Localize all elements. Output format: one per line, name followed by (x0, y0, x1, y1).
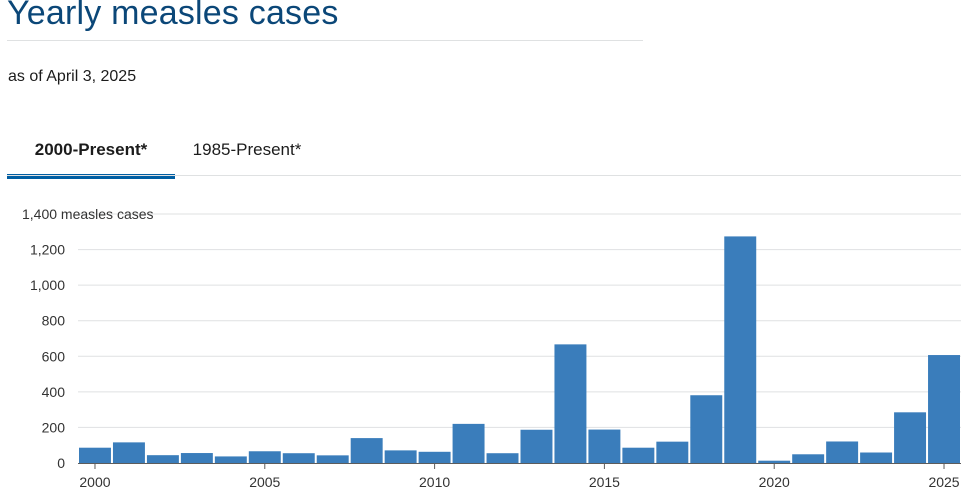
bar-2005[interactable] (248, 451, 281, 463)
measles-bar-chart: 0 200 400 600 800 1,000 1,200 1,400 measles cas… (22, 206, 961, 490)
bar-2000[interactable] (79, 447, 111, 463)
grid-lines (78, 213, 961, 428)
x-tick-label: 2000 (79, 474, 110, 490)
bar-2023[interactable] (860, 452, 893, 463)
bar-2006[interactable] (282, 453, 315, 463)
bar-2010[interactable] (418, 451, 451, 463)
y-tick-label: 0 (57, 455, 65, 471)
bar-2015[interactable] (588, 429, 621, 463)
tab-1985-present[interactable]: 1985-Present* (192, 140, 302, 159)
y-tick-label: 1,000 (30, 277, 65, 293)
bar-2004[interactable] (214, 456, 247, 463)
bar-2018[interactable] (690, 395, 723, 463)
y-tick-label: 200 (42, 419, 66, 435)
bar-2003[interactable] (180, 453, 213, 463)
tab-2000-present[interactable]: 2000-Present* (7, 128, 175, 179)
bar-2016[interactable] (622, 447, 655, 463)
x-tick-label: 2025 (928, 474, 959, 490)
x-tick-label: 2015 (589, 474, 620, 490)
x-tick-label: 2005 (249, 474, 280, 490)
tab-bar: 2000-Present* 1985-Present* (7, 128, 961, 179)
page-title: Yearly measles cases (7, 0, 339, 32)
bar-2011[interactable] (452, 423, 485, 463)
bar-2001[interactable] (112, 442, 145, 463)
bar-2009[interactable] (384, 450, 417, 463)
tab-bar-divider (7, 175, 961, 176)
bars (79, 236, 960, 463)
bar-2002[interactable] (146, 455, 179, 463)
y-tick-label: 400 (42, 384, 66, 400)
bar-2012[interactable] (486, 453, 519, 463)
bar-2007[interactable] (316, 455, 349, 463)
bar-2019[interactable] (724, 236, 757, 463)
title-divider (7, 40, 643, 41)
bar-2022[interactable] (826, 441, 859, 463)
y-axis-tick-labels: 0 200 400 600 800 1,000 1,200 1,400 measles cas… (22, 206, 154, 471)
x-tick-label: 2020 (759, 474, 790, 490)
bar-2017[interactable] (656, 441, 689, 463)
x-tick-label: 2010 (419, 474, 450, 490)
bar-2021[interactable] (792, 454, 825, 463)
y-tick-label: 1,200 (30, 242, 65, 258)
y-tick-label: 800 (42, 313, 66, 329)
bar-2008[interactable] (350, 438, 383, 463)
bar-2020[interactable] (758, 460, 791, 463)
x-axis: 2000 2005 2010 2015 2020 2025 (78, 463, 961, 490)
y-tick-label: 1,400 measles cases (22, 206, 154, 222)
bar-2025[interactable] (928, 355, 960, 463)
bar-2014[interactable] (554, 344, 587, 463)
bar-2024[interactable] (894, 412, 927, 463)
page-subtitle: as of April 3, 2025 (8, 68, 137, 85)
bar-2013[interactable] (520, 429, 553, 463)
y-tick-label: 600 (42, 348, 66, 364)
